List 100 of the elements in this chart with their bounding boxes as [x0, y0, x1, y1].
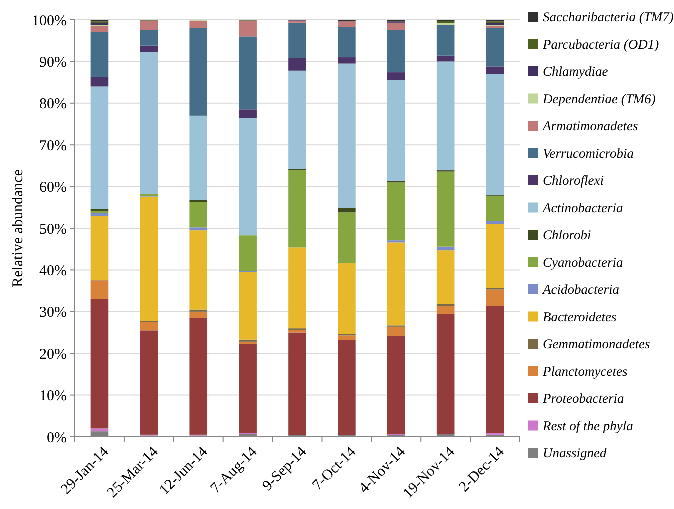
legend-label: Planctomycetes: [542, 364, 628, 379]
bar: [90, 216, 109, 280]
bar: [90, 280, 109, 300]
bar: [140, 322, 158, 331]
bar: [338, 64, 356, 208]
bar: [90, 86, 109, 210]
bar: [338, 58, 356, 64]
bar: [190, 230, 208, 310]
bar: [90, 428, 109, 432]
bar: [436, 172, 455, 247]
bar: [190, 20, 208, 28]
bar: [140, 52, 158, 194]
bar: [140, 20, 158, 30]
bar: [338, 22, 356, 28]
bar: [288, 248, 306, 329]
bar: [387, 242, 406, 326]
y-tick-label: 10%: [40, 388, 67, 405]
y-tick-label: 30%: [40, 305, 67, 322]
y-tick-label: 40%: [40, 263, 67, 280]
bar: [486, 74, 504, 196]
bar: [190, 312, 208, 318]
y-tick-label: 100%: [32, 13, 67, 30]
bar: [486, 224, 504, 288]
legend-label: Proteobacteria: [542, 391, 624, 406]
bar: [436, 306, 455, 314]
bar: [486, 66, 504, 74]
bar: [486, 196, 504, 221]
bar: [288, 330, 306, 333]
bar: [288, 58, 306, 71]
bar: [90, 213, 109, 216]
bar: [239, 342, 257, 344]
bar: [239, 272, 257, 340]
bar: [436, 314, 455, 434]
bar: [486, 290, 504, 306]
legend-label: Rest of the phyla: [542, 418, 634, 434]
bar: [436, 25, 455, 56]
bar: [90, 26, 109, 33]
legend-label: Verrucomicrobia: [543, 146, 634, 161]
legend-label: Chlorobi: [543, 228, 592, 243]
bar: [338, 28, 356, 58]
bar: [239, 36, 257, 110]
bar: [140, 46, 158, 52]
bar: [140, 196, 158, 322]
bar: [288, 22, 306, 58]
bar: [338, 208, 356, 213]
bar: [190, 116, 208, 200]
legend-label: Gemmatimonadetes: [543, 336, 650, 352]
bar: [190, 318, 208, 435]
bar: [338, 336, 356, 340]
legend-label: Bacteroidetes: [543, 309, 617, 324]
bar: [239, 118, 257, 236]
bar: [239, 236, 257, 272]
bar: [90, 210, 109, 214]
bar: [387, 30, 406, 73]
bar: [387, 72, 406, 80]
y-axis-title: Relative abundance: [10, 169, 26, 288]
bar: [190, 228, 208, 231]
bar: [140, 30, 158, 46]
bar: [486, 220, 504, 224]
bar: [288, 70, 306, 170]
legend-label: Chlamydiae: [543, 64, 608, 80]
bar: [140, 330, 158, 435]
bar: [239, 110, 257, 118]
y-tick-label: 70%: [40, 138, 67, 154]
y-tick-label: 60%: [40, 180, 67, 196]
legend-label: Parcubacteria (OD1): [542, 36, 660, 52]
legend-label: Actinobacteria: [542, 200, 624, 216]
y-tick-label: 20%: [40, 346, 67, 363]
legend-label: Chloroflexi: [543, 173, 604, 188]
bar: [436, 62, 455, 171]
y-tick-label: 50%: [40, 222, 67, 238]
bar: [288, 170, 306, 248]
bar: [387, 182, 406, 241]
bar: [387, 336, 406, 434]
bar: [436, 246, 455, 251]
bar: [239, 20, 257, 37]
bar: [90, 77, 109, 87]
legend-label: Unassigned: [543, 446, 607, 461]
legend-label: Acidobacteria: [542, 282, 620, 298]
bar: [338, 264, 356, 334]
y-tick-label: 80%: [40, 96, 67, 113]
legend-label: Cyanobacteria: [543, 254, 624, 270]
bar: [387, 22, 406, 30]
bar: [436, 56, 455, 62]
bar: [387, 80, 406, 181]
bar: [190, 202, 208, 228]
bar: [90, 32, 109, 78]
bar: [190, 28, 208, 116]
y-tick-label: 0%: [47, 430, 67, 446]
bar: [288, 332, 306, 436]
bar: [436, 250, 455, 304]
bar: [387, 326, 406, 336]
y-tick-label: 90%: [40, 54, 67, 71]
bar: [338, 340, 356, 436]
bar: [90, 299, 109, 429]
bar: [338, 212, 356, 264]
bar: [239, 344, 257, 434]
legend-label: Armatimonadetes: [542, 118, 638, 134]
legend-label: Dependentiae (TM6): [542, 91, 656, 106]
bar: [486, 306, 504, 434]
